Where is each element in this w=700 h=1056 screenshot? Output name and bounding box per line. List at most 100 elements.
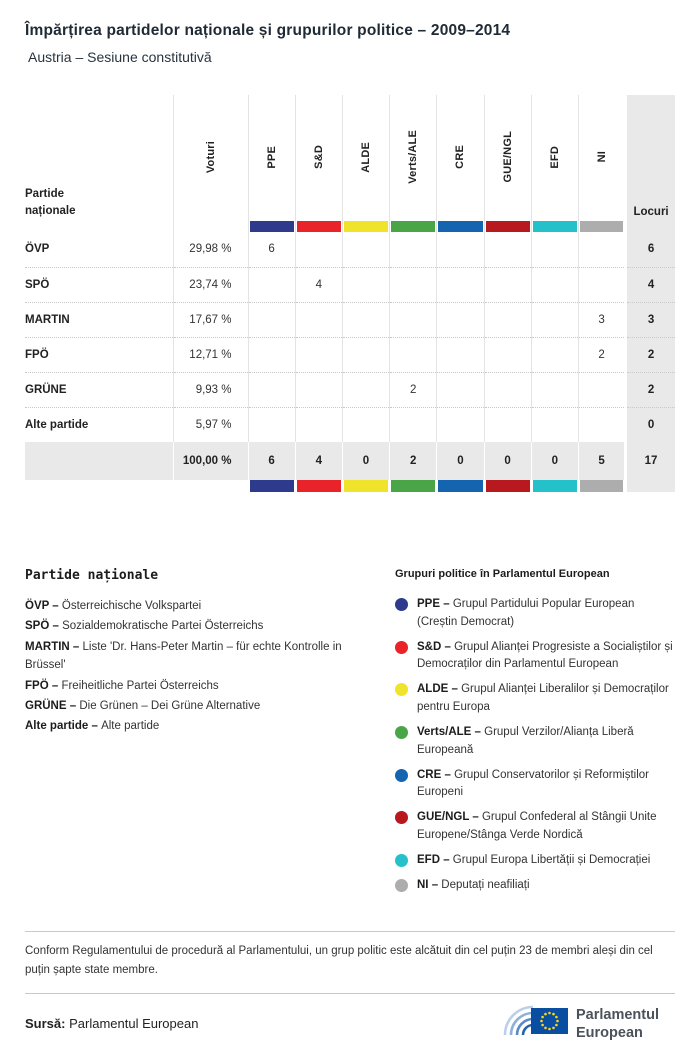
seat-cell-EFD (530, 371, 579, 407)
seat-cell-EFD (530, 406, 579, 442)
group-legend-text: ALDE – Grupul Alianței Liberalilor și De… (417, 681, 675, 717)
group-column-header-CRE: CRE (436, 95, 485, 232)
group-legend-text: PPE – Grupul Partidului Popular European… (417, 596, 675, 632)
procedure-note: Conform Regulamentului de procedură al P… (25, 945, 653, 976)
group-color-bar-cell (436, 480, 485, 492)
seat-cell-ALDE (341, 266, 390, 302)
seats-value: 0 (624, 406, 675, 442)
group-legend-heading: Grupuri politice în Parlamentul European (395, 568, 610, 580)
group-legend-text: CRE – Grupul Conservatorilor și Reformiș… (417, 767, 675, 803)
group-color-bar-cell (389, 480, 437, 492)
group-color-bar (579, 480, 624, 492)
party-legend-item: ÖVP – Österreichische Volkspartei (25, 597, 365, 615)
total-seat-cell-PPE: 6 (247, 442, 296, 480)
legend-section: Partide naționale ÖVP – Österreichische … (25, 568, 675, 901)
party-row: SPÖ 23,74 % 4 4 (25, 266, 675, 302)
group-color-bar (438, 221, 483, 232)
seat-cell-Verts/ALE: 2 (389, 371, 437, 407)
spacer-cell (25, 442, 174, 480)
group-legend-text: GUE/NGL – Grupul Confederal al Stângii U… (417, 809, 675, 845)
seat-cell-GUE/NGL (483, 266, 532, 302)
source: Sursă: Parlamentul European (25, 1016, 198, 1031)
group-column-header-S&D: S&D (294, 95, 343, 232)
divider-bottom (25, 993, 675, 994)
seat-cell-S&D (294, 301, 343, 337)
group-color-bar (532, 221, 577, 232)
seat-cell-EFD (530, 232, 579, 267)
party-abbr: MARTIN – (25, 640, 83, 653)
seats-column-header: Locuri (624, 95, 675, 232)
seat-cell-S&D (294, 336, 343, 372)
seats-value: 2 (624, 371, 675, 407)
seat-cell-CRE (436, 336, 485, 372)
party-abbr: SPÖ – (25, 620, 63, 633)
group-column-header-Verts/ALE: Verts/ALE (389, 95, 437, 232)
group-color-bar-cell (577, 480, 626, 492)
page-title: Împărțirea partidelor naționale și grupu… (25, 22, 511, 39)
seat-cell-NI: 2 (577, 336, 626, 372)
group-color-dot (395, 640, 408, 654)
group-color-dot (395, 598, 408, 611)
seat-cell-CRE (436, 232, 485, 267)
party-legend-heading: Partide naționale (25, 568, 159, 583)
seat-cell-CRE (436, 266, 485, 302)
group-full-name: Grupul Europa Libertății și Democrației (452, 853, 651, 866)
seat-cell-S&D (294, 406, 343, 442)
seat-cell-Verts/ALE (389, 406, 437, 442)
group-color-bar-cell (530, 480, 579, 492)
seats-value: 3 (624, 301, 675, 337)
votes-value: 17,67 % (173, 301, 248, 337)
party-full-name: Liste 'Dr. Hans-Peter Martin – für echte… (25, 640, 342, 672)
logo-line2: European (576, 1025, 643, 1041)
group-column-header-GUE/NGL: GUE/NGL (483, 95, 532, 232)
seat-cell-Verts/ALE (389, 266, 437, 302)
total-seat-cell-S&D: 4 (294, 442, 343, 480)
party-legend: Partide naționale ÖVP – Österreichische … (25, 568, 380, 901)
source-row: Sursă: Parlamentul European (25, 1000, 675, 1046)
group-color-bar (485, 480, 530, 492)
party-full-name: Die Grünen – Dei Grüne Alternative (79, 699, 261, 712)
group-legend-text: EFD – Grupul Europa Libertății și Democr… (417, 852, 675, 870)
party-name: GRÜNE (25, 371, 174, 407)
party-abbr: Alte partide – (25, 720, 102, 733)
seat-cell-ALDE (341, 301, 390, 337)
group-color-bar-cell (294, 480, 343, 492)
seat-cell-PPE (247, 336, 296, 372)
group-color-bar (438, 480, 483, 492)
group-legend: Grupuri politice în Parlamentul European… (395, 568, 675, 901)
group-abbr: GUE/NGL – (417, 811, 482, 824)
group-abbr: CRE – (417, 768, 455, 781)
group-abbr: EFD – (417, 853, 453, 866)
group-label: Verts/ALE (407, 130, 420, 184)
seat-cell-NI (577, 266, 626, 302)
group-color-bar (296, 221, 341, 232)
party-legend-item: GRÜNE – Die Grünen – Dei Grüne Alternati… (25, 697, 365, 715)
party-full-name: Sozialdemokratische Partei Österreichs (62, 620, 264, 633)
spacer-cell (624, 480, 675, 492)
seat-cell-EFD (530, 336, 579, 372)
group-color-dot (395, 853, 408, 867)
party-full-name: Österreichische Volkspartei (61, 600, 202, 612)
votes-label: Voturi (204, 140, 217, 174)
party-legend-item: SPÖ – Sozialdemokratische Partei Österre… (25, 617, 365, 635)
seat-cell-GUE/NGL (483, 232, 532, 267)
corner-label: Partide naționale (25, 187, 76, 217)
group-color-bar (249, 480, 294, 492)
party-row: Alte partide 5,97 % 0 (25, 406, 675, 442)
group-legend-item: S&D – Grupul Alianței Progresiste a Soci… (395, 639, 675, 675)
group-color-bar (391, 221, 436, 232)
group-full-name: Grupul Confederal al Stângii Unite Europ… (417, 811, 657, 841)
group-label: GUE/NGL (501, 131, 514, 183)
seat-cell-CRE (436, 371, 485, 407)
table-header-row: Partide naționale Voturi PPE S&D ALDE Verts/A… (25, 95, 675, 232)
seat-cell-EFD (530, 266, 579, 302)
party-row: MARTIN 17,67 % 3 3 (25, 301, 675, 337)
group-abbr: ALDE – (417, 683, 462, 696)
party-name: Alte partide (25, 406, 174, 442)
votes-column-header: Voturi (173, 95, 248, 232)
party-name: ÖVP (25, 243, 50, 256)
group-legend-text: NI – Deputați neafiliați (417, 877, 675, 895)
seats-value: 4 (624, 266, 675, 302)
group-abbr: S&D – (417, 640, 455, 653)
seat-cell-S&D (294, 232, 343, 267)
